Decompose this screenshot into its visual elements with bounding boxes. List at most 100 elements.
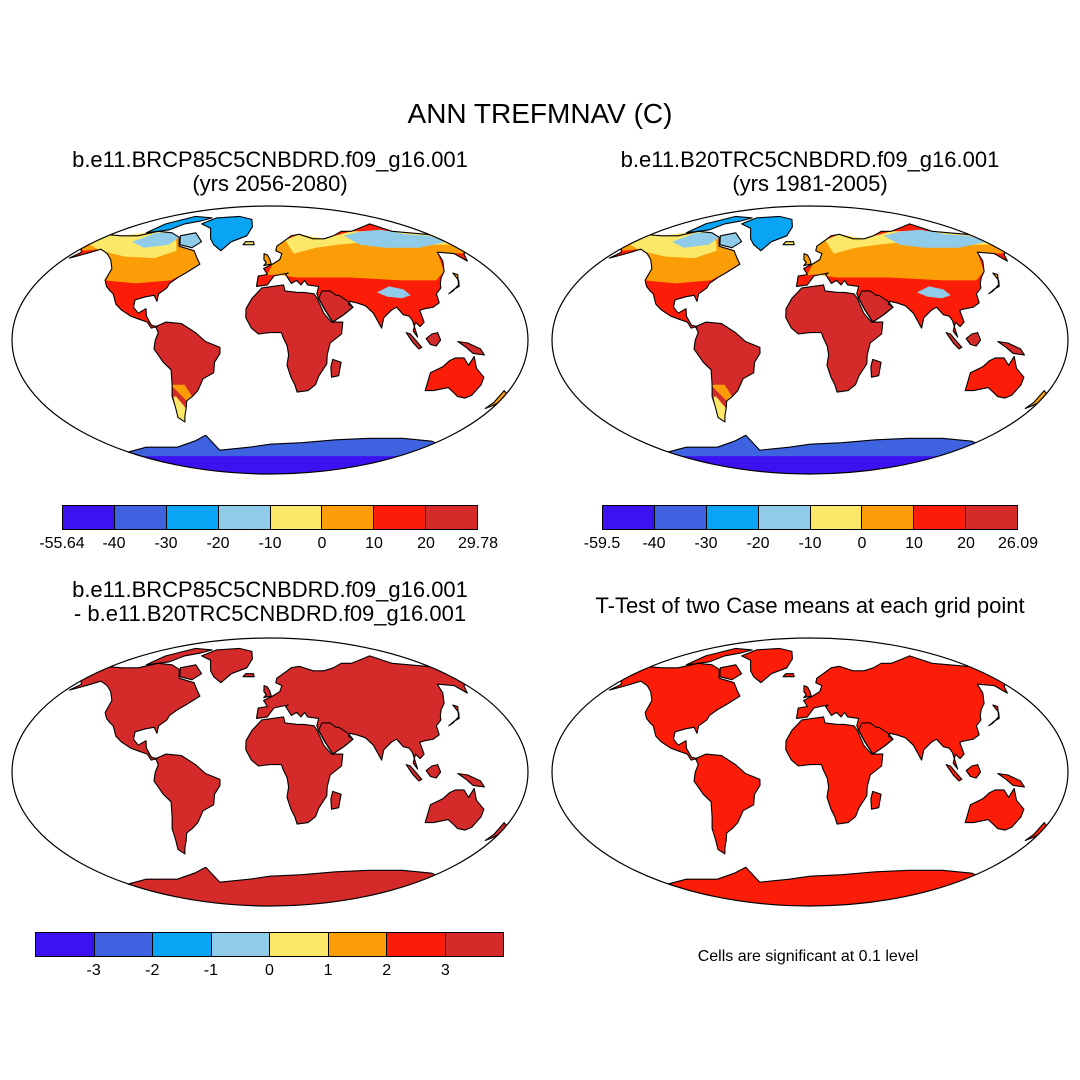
- land-region: [713, 396, 727, 422]
- land-region: [997, 773, 1025, 787]
- colorbar-swatch: [758, 506, 811, 529]
- land-region: [154, 322, 220, 422]
- land-region: [946, 332, 962, 349]
- coastline: [782, 673, 795, 678]
- colorbar-tick-label: -20: [746, 535, 770, 552]
- colorbar-swatch: [94, 933, 153, 956]
- coastline: [693, 753, 761, 855]
- colorbar-swatch: [218, 506, 271, 529]
- map-land-layer: [608, 215, 1050, 474]
- land-region: [154, 754, 220, 854]
- coastline: [68, 662, 201, 761]
- coastline: [201, 647, 253, 684]
- panel-3-title-line-2: - b.e11.B20TRC5CNBDRD.f09_g16.001: [73, 601, 467, 626]
- coastline: [719, 664, 743, 681]
- land-region: [785, 284, 883, 393]
- land-region: [741, 216, 793, 251]
- land-region: [686, 648, 753, 665]
- land-region: [245, 284, 343, 393]
- map-land-layer: [608, 647, 1050, 906]
- colorbar-swatch: [914, 506, 967, 529]
- colorbar-swatch: [36, 933, 95, 956]
- coastline: [263, 253, 272, 267]
- coastline: [145, 647, 213, 666]
- land-region: [624, 867, 989, 906]
- colorbar-tick-label: 0: [317, 535, 327, 552]
- land-region: [710, 384, 733, 401]
- colorbar-swatch: [706, 506, 759, 529]
- land-region: [694, 322, 760, 422]
- coastline: [685, 647, 753, 666]
- panel-2-colorbar: [602, 505, 1018, 530]
- colorbar-tick-label: -59.5: [583, 535, 621, 552]
- coastline: [255, 223, 478, 338]
- land-region: [803, 685, 812, 698]
- colorbar-swatch: [270, 933, 329, 956]
- coastline: [153, 753, 221, 855]
- land-region: [173, 396, 187, 422]
- land-region: [84, 435, 449, 457]
- colorbar-tick-label: 10: [365, 535, 383, 552]
- coastline: [424, 355, 485, 399]
- land-region: [796, 655, 1017, 769]
- colorbar-tick-label: -1: [203, 962, 218, 979]
- coastline: [424, 787, 485, 831]
- map-frame: [11, 205, 529, 475]
- coastline: [965, 764, 982, 779]
- land-region: [343, 229, 447, 248]
- land-region: [965, 356, 1024, 399]
- coastline: [201, 215, 253, 252]
- colorbar-tick-label: -10: [798, 535, 822, 552]
- coastline: [785, 284, 884, 393]
- coastline: [405, 764, 423, 782]
- coastline: [448, 704, 460, 727]
- map-frame: [551, 205, 1069, 475]
- panel-2-title: b.e11.B20TRC5CNBDRD.f09_g16.001 (yrs 198…: [560, 148, 1060, 196]
- land-region: [146, 648, 213, 665]
- coastline: [145, 215, 213, 234]
- colorbar-swatch: [426, 506, 477, 529]
- panel-1-title-line-1: b.e11.BRCP85C5CNBDRD.f09_g16.001: [72, 147, 468, 172]
- land-region: [263, 685, 272, 698]
- coastline: [795, 655, 1018, 770]
- coastline: [425, 332, 442, 347]
- panel-2-colorbar-ticks: -59.5 -40 -30 -20 -10 0 10 20 26.09: [584, 535, 1038, 555]
- colorbar-swatch: [211, 933, 270, 956]
- land-region: [84, 867, 449, 906]
- land-region: [457, 341, 485, 355]
- coastline: [255, 655, 478, 770]
- land-region: [201, 648, 253, 683]
- panel-1-colorbar-ticks: -55.64 -40 -30 -20 -10 0 10 20 29.78: [39, 535, 498, 555]
- land-region: [132, 232, 180, 248]
- colorbar-swatch: [63, 506, 115, 529]
- land-region: [870, 359, 882, 378]
- colorbar-tick-label: -30: [694, 535, 718, 552]
- map-frame: [551, 637, 1069, 907]
- coastline: [242, 673, 255, 678]
- colorbar-swatch: [445, 933, 503, 956]
- coastline: [997, 340, 1025, 356]
- colorbar-tick-label: 0: [265, 962, 274, 979]
- colorbar-tick-label: -20: [206, 535, 230, 552]
- colorbar-tick-label: -55.64: [39, 535, 85, 552]
- colorbar-swatch: [862, 506, 915, 529]
- main-title: ANN TREFMNAV (C): [407, 98, 673, 129]
- panel-3-colorbar: [35, 932, 504, 957]
- land-region: [997, 341, 1025, 355]
- coastline: [330, 790, 342, 810]
- colorbar-tick-label: -40: [642, 535, 666, 552]
- land-region: [686, 216, 753, 233]
- colorbar-tick-label: 2: [382, 962, 392, 979]
- colorbar-tick-label: 3: [440, 962, 450, 979]
- land-region: [946, 764, 962, 781]
- coastline: [945, 764, 963, 782]
- land-region: [376, 286, 411, 299]
- coastline: [782, 241, 795, 246]
- colorbar-swatch: [603, 506, 655, 529]
- coastline: [741, 647, 793, 684]
- land-region: [870, 791, 882, 810]
- land-region: [318, 290, 353, 323]
- land-region: [406, 764, 422, 781]
- coastline: [803, 253, 812, 267]
- land-region: [719, 232, 742, 248]
